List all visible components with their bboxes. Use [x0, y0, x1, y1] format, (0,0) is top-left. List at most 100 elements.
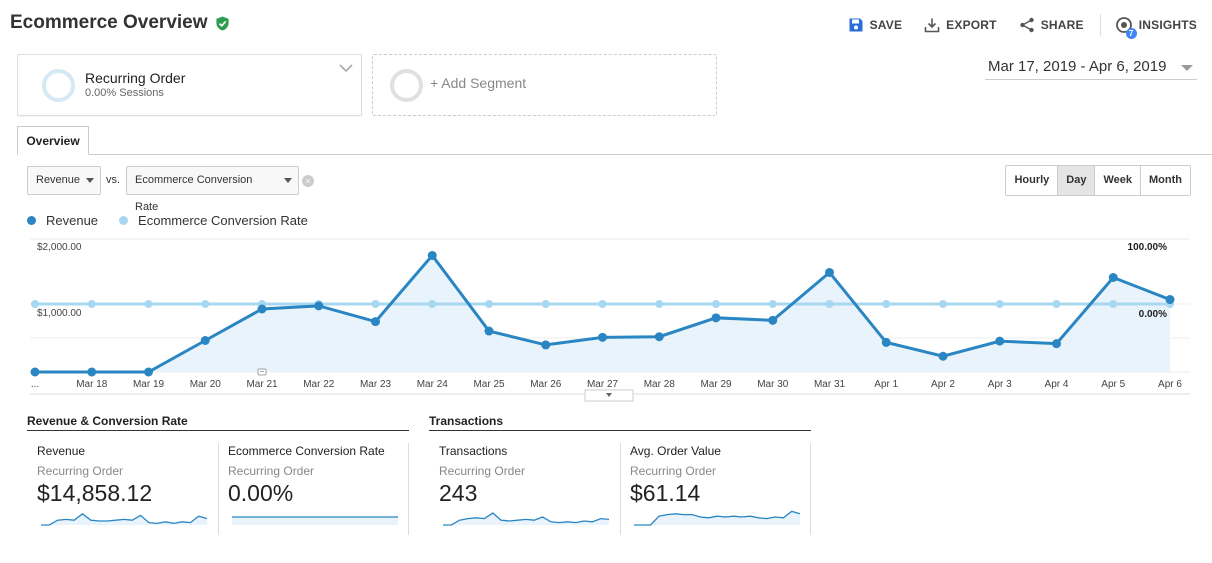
segment-name: Recurring Order	[85, 70, 186, 86]
compare-metric-select[interactable]: Ecommerce Conversion Rate	[126, 166, 299, 213]
conversion-point	[712, 300, 720, 308]
revenue-point	[200, 336, 210, 345]
conversion-point	[1052, 300, 1061, 308]
legend-revenue[interactable]: Revenue	[27, 213, 98, 228]
conversion-point	[882, 300, 891, 308]
left-axis-tick: $1,000.00	[37, 308, 82, 319]
segment-sessions: 0.00% Sessions	[85, 87, 164, 99]
conversion-point	[31, 300, 39, 308]
share-button[interactable]: SHARE	[1019, 17, 1084, 33]
revenue-points	[30, 250, 1175, 377]
revenue-point	[1165, 295, 1175, 305]
share-label: SHARE	[1040, 18, 1084, 32]
clear-compare-icon[interactable]: ×	[302, 175, 314, 187]
revenue-area	[35, 255, 1170, 372]
tab-overview[interactable]: Overview	[17, 126, 89, 155]
card-segment: Recurring Order	[37, 464, 124, 478]
card-value: 0.00%	[228, 480, 294, 506]
vs-label: vs.	[106, 174, 121, 186]
insights-label: INSIGHTS	[1138, 18, 1197, 32]
card-value: $61.14	[630, 480, 701, 506]
conversion-point	[995, 300, 1004, 308]
granularity-day[interactable]: Day	[1057, 166, 1095, 195]
conversion-point	[1109, 300, 1118, 308]
x-axis-label: Apr 2	[931, 379, 955, 390]
revenue-point	[825, 267, 834, 277]
metric-card-transactions[interactable]: Transactions Recurring Order 243	[429, 443, 620, 535]
annotation-marker-icon[interactable]	[257, 368, 267, 376]
report-toolbar: SAVE EXPORT SHARE 7 INSIGHTS	[826, 14, 1197, 39]
legend-revenue-label: Revenue	[46, 213, 99, 228]
legend-dot-revenue	[27, 216, 36, 225]
sparkline-line	[443, 512, 610, 526]
tab-baseline	[17, 154, 1212, 155]
segment-color-ring	[42, 69, 75, 102]
revenue-point	[427, 250, 437, 260]
compare-metric-value: Ecommerce Conversion Rate	[135, 174, 253, 213]
insights-button[interactable]: 7 INSIGHTS	[1115, 16, 1197, 39]
revenue-point	[541, 340, 551, 350]
segment-recurring-order[interactable]: Recurring Order 0.00% Sessions	[17, 54, 362, 116]
save-icon	[849, 18, 863, 32]
metric-card-revenue[interactable]: Revenue Recurring Order $14,858.12	[27, 443, 218, 535]
date-range-text: Mar 17, 2019 - Apr 6, 2019	[988, 58, 1167, 75]
revenue-point	[314, 301, 324, 311]
x-axis-label: Mar 26	[530, 379, 562, 390]
sparkline-area	[634, 511, 800, 525]
conversion-point	[201, 300, 210, 308]
chart-expand-toggle[interactable]	[584, 389, 634, 402]
card-label: Avg. Order Value	[630, 444, 721, 458]
revenue-point	[995, 336, 1005, 346]
sparkline	[634, 510, 801, 526]
revenue-point	[1108, 273, 1118, 282]
add-segment-button[interactable]: + Add Segment	[372, 54, 717, 116]
conversion-point	[825, 300, 834, 308]
share-icon	[1020, 17, 1034, 33]
page-title: Ecommerce Overview	[10, 12, 230, 34]
toolbar-divider	[1099, 14, 1101, 36]
card-divider	[408, 443, 409, 535]
granularity-week[interactable]: Week	[1094, 166, 1141, 195]
metric-card-conversion-rate[interactable]: Ecommerce Conversion Rate Recurring Orde…	[218, 443, 409, 535]
revenue-point	[1052, 339, 1061, 349]
conversion-points	[31, 300, 1174, 308]
revenue-point	[881, 337, 891, 347]
x-axis-label: Apr 6	[1158, 379, 1182, 390]
x-axis-label: Mar 29	[700, 379, 732, 390]
revenue-conversion-chart[interactable]: $2,000.00 $1,000.00 100.00% 0.00% ... Mar…	[0, 232, 1212, 407]
conversion-point	[768, 300, 777, 308]
date-range-picker[interactable]: Mar 17, 2019 - Apr 6, 2019	[985, 58, 1197, 80]
card-value: 243	[439, 480, 478, 506]
legend-conversion[interactable]: Ecommerce Conversion Rate	[119, 213, 308, 228]
dropdown-caret-icon	[284, 178, 292, 183]
card-value: $14,858.12	[37, 480, 153, 506]
conversion-point	[655, 300, 664, 308]
x-axis-label: Mar 22	[303, 379, 335, 390]
card-label: Transactions	[439, 444, 508, 458]
x-axis-label: Mar 24	[417, 379, 449, 390]
card-label: Ecommerce Conversion Rate	[228, 444, 385, 458]
x-axis-label: Mar 18	[76, 379, 108, 390]
export-button[interactable]: EXPORT	[924, 17, 997, 33]
card-divider	[218, 443, 219, 535]
metric-card-avg-order-value[interactable]: Avg. Order Value Recurring Order $61.14	[620, 443, 811, 535]
granularity-month[interactable]: Month	[1140, 166, 1190, 195]
conversion-point	[598, 300, 607, 308]
sparkline-area	[232, 517, 398, 525]
x-axis-label: Mar 31	[814, 379, 846, 390]
revenue-point	[711, 313, 721, 323]
conversion-point	[485, 300, 493, 308]
revenue-point	[144, 367, 153, 377]
chevron-down-icon[interactable]	[339, 63, 353, 73]
sparkline-line	[634, 510, 801, 526]
granularity-hourly[interactable]: Hourly	[1006, 166, 1058, 195]
primary-metric-select[interactable]: Revenue	[27, 166, 101, 195]
save-button[interactable]: SAVE	[848, 17, 903, 33]
x-axis-label: ...	[31, 379, 39, 390]
sparkline	[41, 512, 208, 526]
revenue-point	[484, 326, 494, 336]
revenue-point	[654, 332, 664, 342]
x-axis-label: Mar 23	[360, 379, 392, 390]
section-title-transactions: Transactions	[429, 414, 811, 431]
card-segment: Recurring Order	[228, 464, 315, 478]
